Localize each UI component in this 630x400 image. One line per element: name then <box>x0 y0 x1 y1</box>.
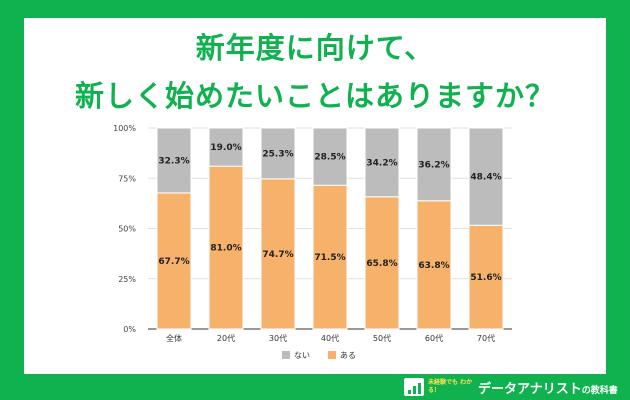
legend-swatch <box>282 351 290 359</box>
bar-segment-aru <box>416 200 452 330</box>
bar-segment-aru <box>312 184 348 330</box>
bar-segment-nai <box>364 127 400 198</box>
x-tick-label: 20代 <box>217 333 235 343</box>
y-tick-label: 25% <box>118 275 136 284</box>
data-label: 19.0% <box>210 143 241 153</box>
x-tick-label: 50代 <box>373 333 391 343</box>
data-label: 32.3% <box>158 156 189 166</box>
data-label: 63.8% <box>418 261 449 271</box>
x-tick-label: 30代 <box>269 333 287 343</box>
y-tick-label: 100% <box>113 124 136 133</box>
legend-label: ない <box>294 351 310 360</box>
data-label: 28.5% <box>314 153 345 163</box>
data-label: 48.4% <box>470 173 501 183</box>
y-tick-label: 75% <box>118 174 136 183</box>
y-tick-label: 0% <box>123 325 136 334</box>
y-tick-label: 50% <box>118 225 136 234</box>
bar-segment-aru <box>364 196 400 330</box>
bar-segment-aru <box>156 192 192 330</box>
chart-title-line2: 新しく始めたいことはありますか？ <box>74 79 555 113</box>
chart-title-line1: 新年度に向けて、 <box>195 31 435 65</box>
data-label: 81.0% <box>210 244 241 254</box>
x-tick-label: 40代 <box>321 333 339 343</box>
bar-segment-nai <box>416 127 452 202</box>
bar-segment-nai <box>312 127 348 186</box>
legend-swatch <box>328 351 336 359</box>
brand-name: データアナリストの教科書 <box>478 381 618 397</box>
bar-segment-aru <box>260 178 296 330</box>
data-label: 65.8% <box>366 259 397 269</box>
brand-tagline: 未経験でも わかる！ <box>428 379 473 394</box>
x-tick-label: 60代 <box>425 333 443 343</box>
bar-segment-nai <box>208 127 244 167</box>
data-label: 74.7% <box>262 250 293 260</box>
brand-footer: 未経験でも わかる！ データアナリストの教科書 <box>404 376 630 398</box>
data-label: 36.2% <box>418 160 449 170</box>
bar-segment-aru <box>468 224 504 330</box>
bar-segment-nai <box>156 127 192 194</box>
data-label: 67.7% <box>158 257 189 267</box>
bar-segment-aru <box>208 165 244 330</box>
data-label: 71.5% <box>314 253 345 263</box>
data-label: 51.6% <box>470 273 501 283</box>
bar-chart-icon <box>404 378 424 396</box>
bar-segment-nai <box>468 127 504 226</box>
legend-label: ある <box>340 351 356 360</box>
data-label: 25.3% <box>262 149 293 159</box>
data-label: 34.2% <box>366 158 397 168</box>
x-tick-label: 全体 <box>166 333 182 343</box>
x-tick-label: 70代 <box>477 333 495 343</box>
bar-segment-nai <box>260 127 296 180</box>
